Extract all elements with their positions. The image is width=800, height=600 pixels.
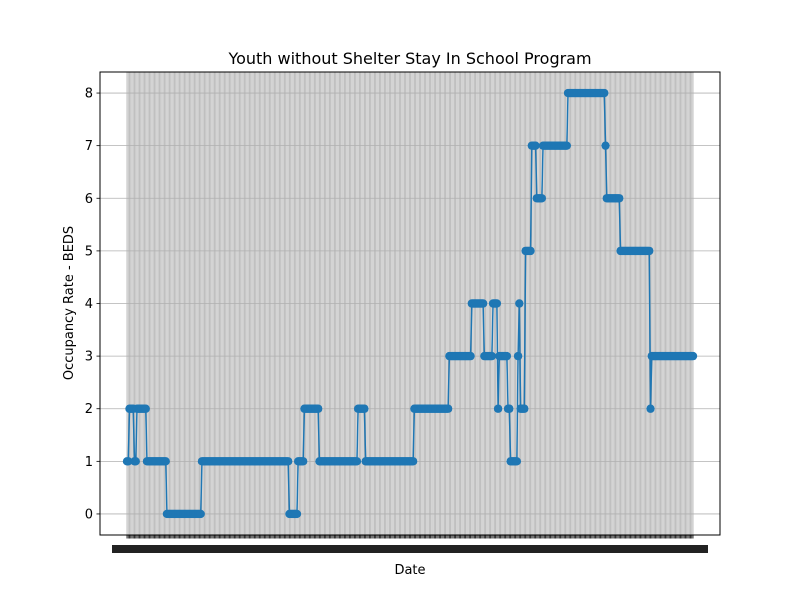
data-point	[531, 141, 540, 150]
data-point	[124, 457, 133, 466]
data-point	[298, 457, 308, 466]
x-tick-label	[678, 545, 708, 553]
y-tick-label: 5	[85, 244, 93, 259]
y-axis-label: Occupancy Rate - BEDS	[62, 226, 77, 380]
y-tick-label: 4	[85, 297, 93, 312]
data-point	[313, 404, 323, 413]
data-point	[492, 299, 502, 308]
data-point	[646, 404, 655, 413]
data-point	[537, 194, 547, 203]
data-point	[600, 88, 609, 98]
data-point	[352, 457, 362, 466]
data-point	[513, 351, 523, 361]
data-point	[645, 246, 654, 256]
y-tick-label: 0	[85, 507, 93, 522]
x-axis	[112, 535, 708, 553]
x-axis-label: Date	[394, 563, 425, 578]
data-point	[526, 246, 535, 256]
y-tick-label: 2	[85, 402, 93, 417]
data-point	[688, 351, 698, 361]
data-point	[131, 457, 140, 466]
series-points	[122, 88, 698, 519]
y-axis: 0 1 2 3 4 5 6 7 8	[85, 87, 100, 522]
data-point	[408, 457, 418, 466]
data-point	[493, 404, 503, 413]
y-tick-label: 8	[85, 87, 93, 102]
data-point	[292, 509, 302, 519]
data-point	[478, 299, 488, 308]
data-point	[505, 404, 514, 413]
y-tick-label: 3	[85, 350, 93, 365]
data-point	[141, 404, 150, 413]
data-point	[466, 351, 475, 361]
data-point	[520, 404, 529, 413]
data-point	[443, 404, 453, 413]
data-point	[601, 141, 610, 150]
data-point	[615, 194, 624, 203]
data-point	[283, 457, 293, 466]
y-tick-label: 1	[85, 455, 93, 470]
data-point	[196, 509, 205, 519]
y-tick-label: 6	[85, 192, 93, 207]
data-point	[512, 457, 522, 466]
y-tick-label: 7	[85, 139, 93, 154]
chart-title: Youth without Shelter Stay In School Pro…	[227, 49, 591, 68]
data-point	[502, 351, 512, 361]
data-point	[161, 457, 170, 466]
data-point	[515, 299, 524, 308]
data-point	[360, 404, 369, 413]
data-point	[562, 141, 572, 150]
data-point	[487, 351, 497, 361]
